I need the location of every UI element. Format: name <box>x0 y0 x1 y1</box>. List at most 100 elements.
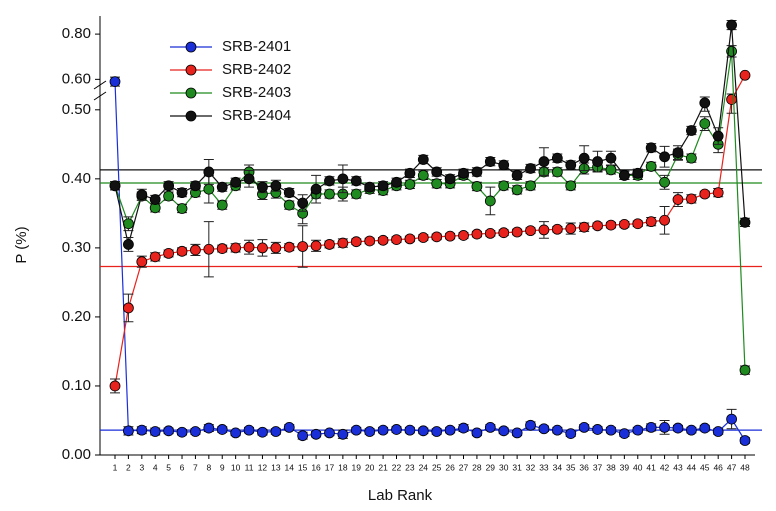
data-point <box>149 194 161 205</box>
data-point <box>511 427 523 439</box>
data-point <box>337 173 349 185</box>
data-point <box>377 234 389 246</box>
data-point <box>257 181 268 193</box>
data-point <box>324 175 335 187</box>
data-point <box>471 181 483 192</box>
data-point <box>578 152 590 164</box>
data-point <box>525 163 536 174</box>
x-tick-label: 32 <box>526 462 536 472</box>
data-point <box>538 156 550 167</box>
data-point <box>190 244 201 256</box>
legend-marker <box>185 110 197 122</box>
x-tick-label: 7 <box>193 462 198 472</box>
data-point <box>484 195 496 207</box>
x-tick-label: 23 <box>405 462 415 472</box>
legend-label: SRB-2402 <box>222 61 291 78</box>
data-point <box>525 225 536 237</box>
data-point <box>498 159 510 171</box>
data-point <box>216 199 228 211</box>
data-point <box>190 180 201 192</box>
x-tick-label: 18 <box>338 462 348 472</box>
data-point <box>149 251 161 263</box>
series-line <box>114 24 746 245</box>
data-point <box>672 422 684 434</box>
data-point <box>444 230 456 242</box>
data-point <box>525 180 536 192</box>
data-point <box>605 424 617 436</box>
data-point <box>404 424 416 436</box>
data-point <box>699 97 711 109</box>
x-tick-label: 8 <box>206 462 211 472</box>
data-point <box>243 424 255 436</box>
data-point <box>605 219 617 231</box>
y-tick-label: 0.10 <box>62 377 91 394</box>
data-point <box>592 424 603 435</box>
data-point <box>685 125 697 136</box>
x-tick-label: 29 <box>486 462 496 472</box>
data-point <box>484 156 496 167</box>
data-point <box>123 425 134 437</box>
data-point <box>203 422 215 434</box>
data-point <box>297 241 309 252</box>
data-point <box>404 233 416 245</box>
data-point <box>739 364 751 376</box>
data-point <box>431 231 443 243</box>
data-point <box>699 118 711 130</box>
data-point <box>230 242 242 254</box>
data-point <box>578 221 590 233</box>
data-point <box>511 169 523 181</box>
x-tick-label: 33 <box>539 462 549 472</box>
data-point <box>176 187 188 199</box>
x-tick-label: 31 <box>512 462 522 472</box>
y-tick-label: 0.20 <box>62 308 91 325</box>
y-tick-label: 0.60 <box>62 70 91 87</box>
y-tick-label: 0.00 <box>62 446 91 463</box>
x-tick-label: 17 <box>325 462 335 472</box>
data-point <box>605 164 617 176</box>
data-point <box>337 428 349 440</box>
data-point <box>685 152 697 164</box>
data-point <box>283 421 295 433</box>
series-line <box>114 74 746 387</box>
data-point <box>310 183 322 195</box>
data-point <box>203 243 215 255</box>
data-point <box>149 426 161 437</box>
x-tick-label: 24 <box>419 462 429 472</box>
legend-label: SRB-2404 <box>222 107 291 124</box>
data-point <box>645 142 657 154</box>
data-point <box>230 176 242 188</box>
data-point <box>270 180 282 192</box>
x-tick-label: 22 <box>392 462 402 472</box>
data-point <box>257 426 268 438</box>
data-point <box>659 176 670 188</box>
data-point <box>324 427 335 439</box>
legend-label: SRB-2403 <box>222 84 291 101</box>
data-point <box>283 199 295 211</box>
data-point <box>310 240 322 252</box>
data-point <box>136 256 148 268</box>
data-point <box>618 169 630 181</box>
data-point <box>471 166 483 178</box>
data-point <box>484 421 496 433</box>
data-point <box>283 187 295 199</box>
x-tick-label: 16 <box>311 462 321 472</box>
data-point <box>417 154 429 165</box>
data-point <box>551 152 563 164</box>
y-tick-label: 0.50 <box>62 101 91 118</box>
data-point <box>565 180 577 192</box>
x-tick-label: 45 <box>700 462 710 472</box>
data-point <box>136 424 148 436</box>
y-tick-label: 0.80 <box>62 25 91 42</box>
data-point <box>324 188 335 200</box>
x-tick-label: 37 <box>593 462 603 472</box>
x-tick-label: 39 <box>620 462 630 472</box>
data-point <box>618 428 630 439</box>
data-point <box>364 235 376 247</box>
x-tick-label: 15 <box>298 462 308 472</box>
y-axis-label: P (%) <box>13 226 30 263</box>
data-point <box>109 380 121 392</box>
data-point <box>484 227 496 239</box>
x-tick-label: 26 <box>445 462 455 472</box>
x-tick-label: 30 <box>499 462 509 472</box>
